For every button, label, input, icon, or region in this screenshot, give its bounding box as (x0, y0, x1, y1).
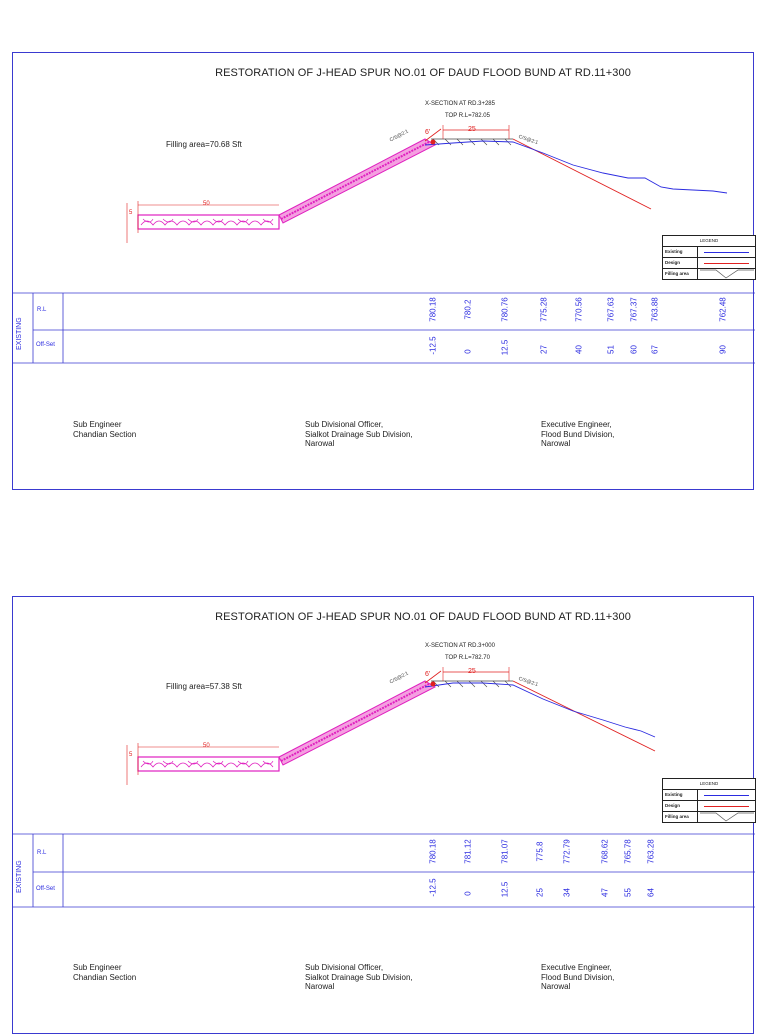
sig-line: Narowal (541, 982, 571, 991)
offset-value: 67 (650, 345, 660, 354)
sig-line: Sub Divisional Officer, (305, 963, 384, 972)
offset-row-label: Off-Set (36, 342, 55, 348)
rl-value: 762.48 (718, 297, 728, 322)
legend-existing-swatch (704, 795, 749, 796)
rl-value: 780.76 (500, 297, 510, 322)
legend-filling-label: Filling area (663, 812, 698, 822)
drawing-sheet-2: RESTORATION OF J-HEAD SPUR NO.01 OF DAUD… (12, 596, 756, 1034)
rl-value: 765.78 (623, 839, 633, 864)
offset-value: 64 (646, 888, 656, 897)
sig-line: Sub Engineer (73, 963, 122, 972)
offset-value: 27 (539, 345, 549, 354)
sig-line: Narowal (305, 982, 335, 991)
height-dim: 5 (129, 752, 133, 758)
offset-value: 25 (535, 888, 545, 897)
sig-line: Sialkot Drainage Sub Division, (305, 429, 413, 439)
offset-value: 40 (574, 345, 584, 354)
top-rl-label: TOP R.L=782.05 (445, 113, 490, 119)
rl-value: 775.28 (539, 297, 549, 322)
sig-line: Executive Engineer, (541, 963, 612, 972)
crest-width-dim: 25 (468, 668, 476, 675)
top-rl-label: TOP R.L=782.70 (445, 655, 490, 661)
legend: LEGEND Existing Design Filling area (662, 778, 756, 823)
legend-existing-swatch (704, 252, 749, 253)
toe-width-dim: 50 (203, 743, 210, 749)
sig-line: Sialkot Drainage Sub Division, (305, 972, 413, 982)
rl-value: 775.8 (535, 841, 545, 862)
offset-value: 55 (623, 888, 633, 897)
offset-value: 47 (600, 888, 610, 897)
rl-value: 767.63 (606, 297, 616, 322)
sig-line: Chandian Section (73, 429, 137, 439)
legend-filling-label: Filling area (663, 269, 698, 279)
legend-design-label: Design (663, 801, 698, 811)
slope-dim: 6' (425, 671, 431, 678)
rl-value: 780.18 (428, 297, 438, 322)
offset-value: 51 (606, 345, 616, 354)
offset-value: 34 (562, 888, 572, 897)
legend-title: LEGEND (663, 236, 755, 247)
rl-value: 763.28 (646, 839, 656, 864)
toe-width-dim: 50 (203, 201, 210, 207)
drawing-sheet-1: RESTORATION OF J-HEAD SPUR NO.01 OF DAUD… (12, 52, 756, 490)
legend-existing-label: Existing (663, 790, 698, 800)
sdo-signature: Sub Divisional Officer, Sialkot Drainage… (305, 963, 413, 992)
offset-value: 12.5 (500, 881, 510, 898)
section-label: X-SECTION AT RD.3+000 (425, 643, 495, 649)
section-label: X-SECTION AT RD.3+285 (425, 101, 495, 107)
legend-filling-swatch (700, 269, 754, 279)
legend-design-swatch (704, 263, 749, 264)
sub-engineer-signature: Sub Engineer Chandian Section (73, 963, 136, 982)
offset-value: -12.5 (428, 336, 438, 355)
legend-design-label: Design (663, 258, 698, 268)
sig-line: Sub Divisional Officer, (305, 420, 384, 429)
xen-signature: Executive Engineer, Flood Bund Division,… (541, 420, 614, 449)
legend-filling-swatch (700, 812, 754, 822)
sig-line: Narowal (541, 439, 571, 448)
rl-value: 763.88 (650, 297, 660, 322)
rl-value: 770.56 (574, 297, 584, 322)
offset-value: -12.5 (428, 878, 438, 897)
filling-area-label: Filling area=70.68 Sft (166, 140, 242, 149)
rl-row-label: R.L (37, 850, 47, 856)
crest-width-dim: 25 (468, 126, 476, 133)
offset-value: 12.5 (500, 339, 510, 356)
sig-line: Flood Bund Division, (541, 972, 615, 982)
legend: LEGEND Existing Design Filling area (662, 235, 756, 280)
offset-row-label: Off-Set (36, 886, 55, 892)
existing-row-group-label: EXISTING (16, 860, 23, 893)
sdo-signature: Sub Divisional Officer, Sialkot Drainage… (305, 420, 413, 449)
sig-line: Chandian Section (73, 972, 137, 982)
rl-value: 767.37 (629, 297, 639, 322)
legend-design-swatch (704, 806, 749, 807)
sig-line: Sub Engineer (73, 420, 122, 429)
rl-value: 772.79 (562, 839, 572, 864)
legend-existing-label: Existing (663, 247, 698, 257)
rl-value: 781.12 (463, 839, 473, 864)
drawing-title: RESTORATION OF J-HEAD SPUR NO.01 OF DAUD… (215, 611, 631, 623)
offset-value: 0 (463, 891, 473, 896)
rl-value: 780.2 (463, 299, 473, 320)
rl-value: 780.18 (428, 839, 438, 864)
sig-line: Narowal (305, 439, 335, 448)
height-dim: 5 (129, 210, 133, 216)
sig-line: Executive Engineer, (541, 420, 612, 429)
offset-value: 0 (463, 349, 473, 354)
drawing-title: RESTORATION OF J-HEAD SPUR NO.01 OF DAUD… (215, 67, 631, 79)
filling-area-label: Filling area=57.38 Sft (166, 682, 242, 691)
cross-section-drawing-2 (13, 667, 755, 908)
rl-value: 768.62 (600, 839, 610, 864)
rl-row-label: R.L (37, 307, 47, 313)
sub-engineer-signature: Sub Engineer Chandian Section (73, 420, 136, 439)
sig-line: Flood Bund Division, (541, 429, 615, 439)
cross-section-drawing-1 (13, 125, 755, 364)
xen-signature: Executive Engineer, Flood Bund Division,… (541, 963, 614, 992)
offset-value: 90 (718, 345, 728, 354)
rl-value: 781.07 (500, 839, 510, 864)
legend-title: LEGEND (663, 779, 755, 790)
slope-dim: 6' (425, 129, 431, 136)
existing-row-group-label: EXISTING (16, 317, 23, 350)
offset-value: 60 (629, 345, 639, 354)
